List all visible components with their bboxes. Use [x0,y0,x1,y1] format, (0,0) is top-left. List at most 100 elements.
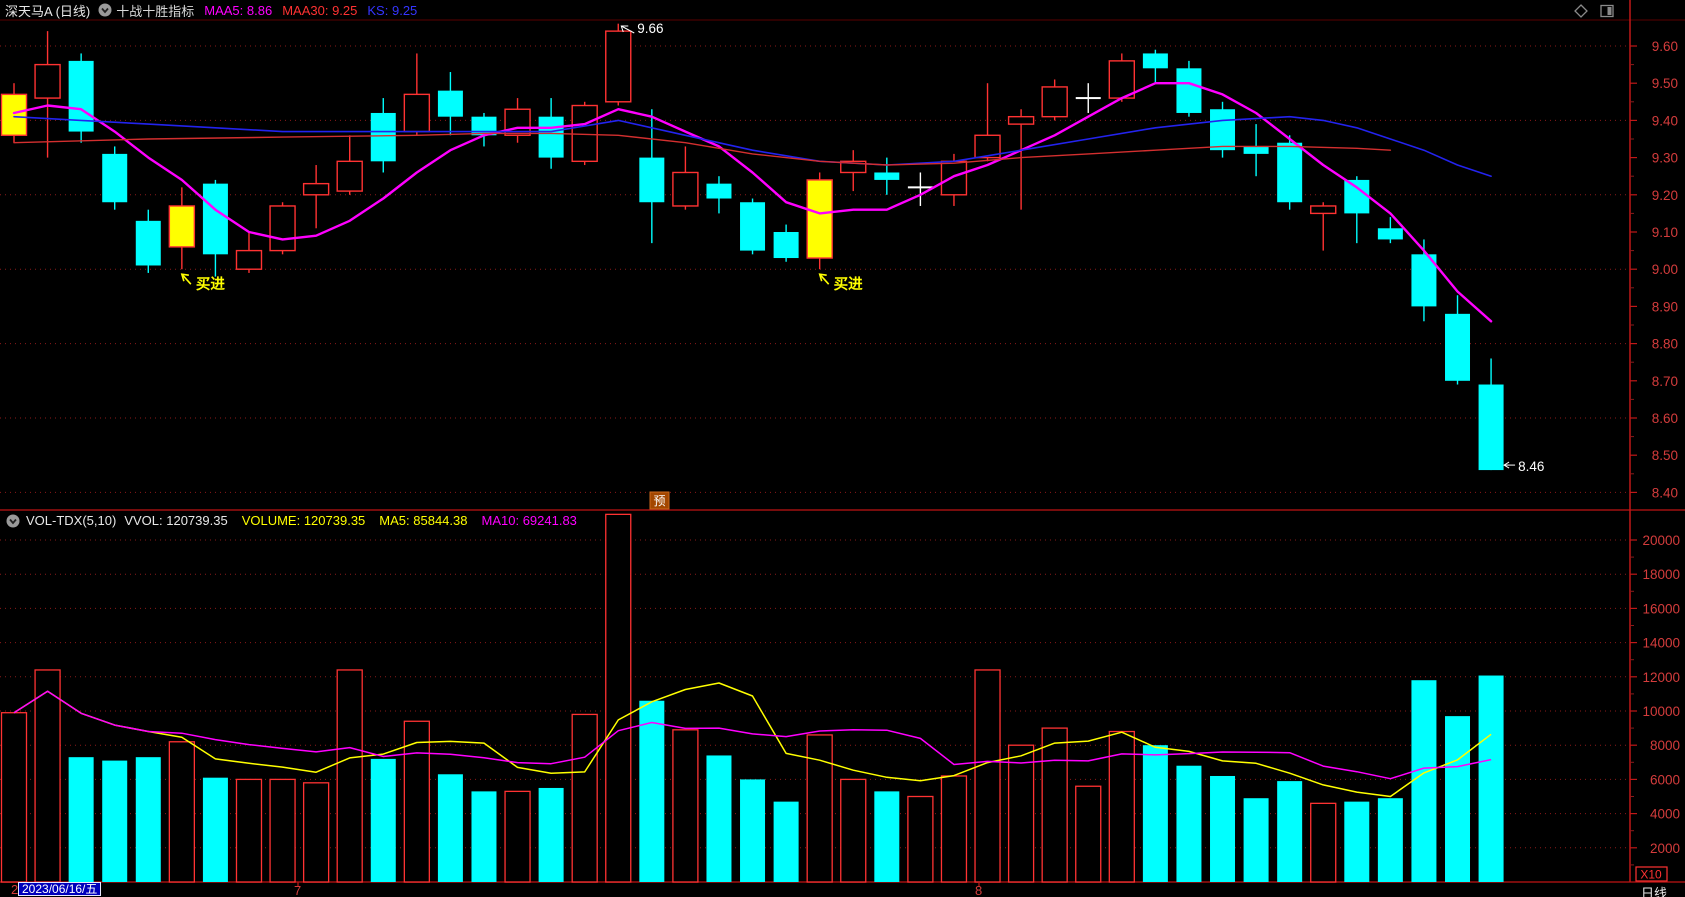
volume-ma-line-ma10 [13,690,1492,780]
price-axis-label: 9.50 [1652,76,1678,91]
vol-ma10-readout: MA10: 69241.83 [481,513,577,528]
status-bar: 2 2023/06/16/五 7 8 日线 [0,882,1685,897]
volume-bar [403,720,430,883]
volume-bar [907,795,934,883]
price-axis-label: 8.50 [1652,448,1678,463]
candle [302,182,330,196]
candle [1142,53,1168,69]
candle [1310,205,1337,215]
stock-title: 深天马A (日线) [5,3,91,19]
date-display: 2023/06/16/五 [18,882,102,896]
candle [672,171,699,207]
volume-bar [437,774,463,882]
volume-bar [874,791,900,882]
ma-line-maa5 [12,81,1493,323]
volume-bar [302,782,330,883]
high-arrow-icon [620,25,629,33]
forecast-marker-label: 预 [653,494,665,508]
volume-bar [806,734,833,883]
month-marker: 7 [294,883,302,897]
high-arrow-icon [621,25,635,34]
volume-bar [471,791,497,882]
buy-arrow-icon [181,273,192,285]
maa5-readout: MAA5: 8.86 [204,2,273,18]
volume-readout: VOLUME: 120739.35 [241,513,366,528]
volume-bar [1108,730,1135,883]
volume-axis-label: 2000 [1650,841,1680,856]
volume-bar [102,760,128,882]
candle [471,116,497,136]
price-axis-label: 8.90 [1652,299,1678,314]
candle-flat [1075,97,1101,100]
chevron-down-circle-icon[interactable] [98,3,112,17]
month-marker: 8 [975,883,983,897]
low-price-label: 8.46 [1518,459,1544,474]
volume-ma-line-ma5 [13,682,1492,798]
maa30-readout: MAA30: 9.25 [282,2,358,18]
price-axis-label: 9.10 [1652,225,1678,240]
volume-axis-label: 20000 [1642,533,1680,548]
volume-bar [840,778,867,883]
candle [1176,68,1202,113]
volume-bar [706,755,732,882]
volume-bar [1210,775,1236,882]
candle [806,179,833,259]
volume-bar [940,775,968,883]
candle [840,160,867,174]
candle [1041,86,1068,118]
volume-axis-label: 12000 [1642,670,1680,685]
candle [437,90,463,117]
candle [34,63,61,99]
indicator-name: 十战十胜指标 [116,3,195,19]
volume-bar [202,777,228,882]
candle [639,157,665,203]
volume-bar [1411,680,1437,882]
candle [740,202,766,251]
low-arrow-icon [1503,461,1510,469]
volume-bar [1176,765,1202,882]
candle [974,134,1001,159]
volume-bar [1007,744,1035,883]
candle [0,93,28,136]
volume-unit-label: X10 [1640,868,1662,882]
price-axis-label: 9.30 [1652,151,1678,166]
volume-bar [336,669,363,883]
price-axis-label: 8.40 [1652,485,1678,500]
candle [370,112,396,162]
candle [605,30,632,103]
volume-bar [571,713,598,883]
volume-bar [740,779,766,882]
volume-bar [135,757,161,882]
volume-axis-label: 18000 [1642,567,1680,582]
volume-axis-label: 6000 [1650,772,1680,787]
ks-readout: KS: 9.25 [367,2,418,18]
volume-bar [672,729,699,883]
candle [1210,109,1236,151]
candle-flat [907,186,933,189]
candle [1377,228,1403,240]
volume-bar [235,778,263,883]
buy-arrow-icon [818,273,827,282]
candle [706,183,732,199]
candle [1277,142,1303,203]
candle [1243,146,1269,154]
volume-bar [1243,798,1269,882]
volume-axis-label: 4000 [1650,807,1680,822]
chevron-down-circle-icon[interactable] [6,514,20,528]
volume-bar [1445,716,1471,882]
price-axis-label: 8.80 [1652,337,1678,352]
main-header: 深天马A (日线) 十战十胜指标 MAA5: 8.86 MAA30: 9.25 … [0,0,1685,20]
candle [269,205,296,252]
volume-axis-label: 10000 [1642,704,1680,719]
panel-layout-icon[interactable] [1599,3,1615,24]
volume-bar [1310,802,1337,883]
volume-bar [269,778,296,883]
candle [102,153,128,203]
candle [1411,254,1437,307]
header-toolbar [1573,3,1615,24]
vol-indicator-name: VOL-TDX(5,10) [26,513,117,528]
volume-axis-label: 16000 [1642,601,1680,616]
diamond-icon[interactable] [1573,3,1589,24]
